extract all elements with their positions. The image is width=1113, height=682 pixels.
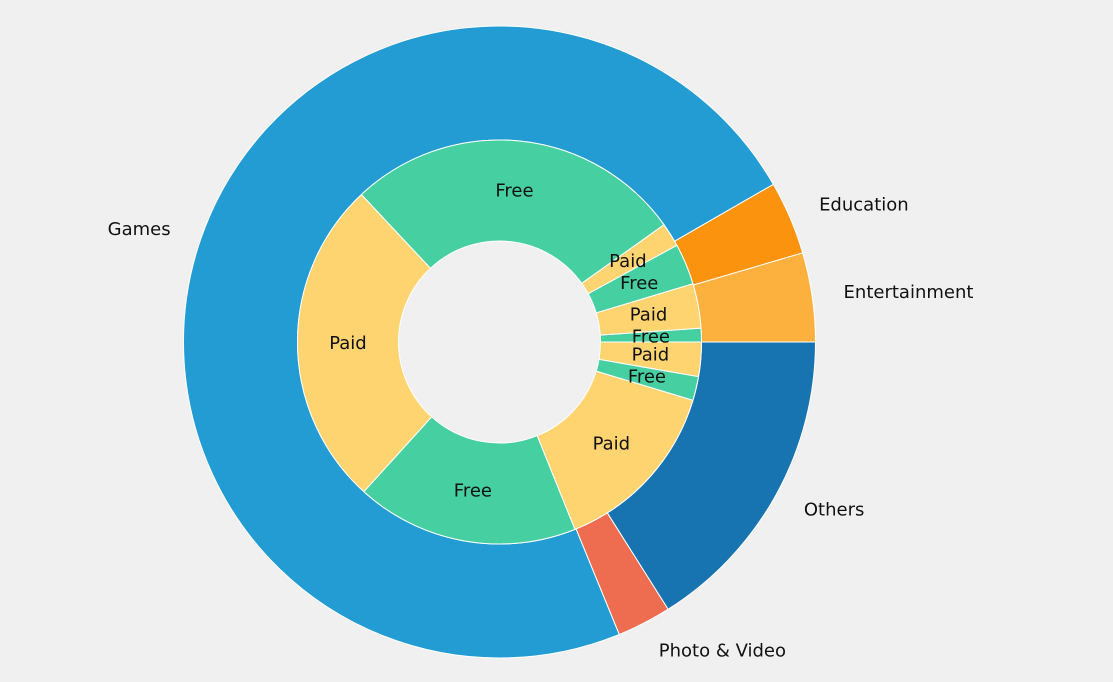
outer-label-education: Education (819, 195, 909, 216)
outer-label-games: Games (108, 219, 171, 240)
inner-slice-others-paid (598, 341, 703, 378)
inner-label-education-free: Free (632, 326, 670, 347)
inner-slice-games-paid (297, 193, 433, 493)
inner-label-education-paid: Paid (630, 304, 668, 325)
inner-label-entertainment-paid: Paid (609, 251, 647, 272)
inner-label-others-paid: Paid (632, 345, 670, 366)
inner-slice-games-free (360, 139, 665, 285)
inner-label-games-free: Free (495, 181, 533, 202)
inner-label-games-paid: Paid (329, 333, 367, 354)
inner-label-photo-video-paid: Paid (593, 434, 631, 455)
inner-slice-photo-video-free (363, 416, 576, 545)
inner-label-photo-video-free: Free (454, 481, 492, 502)
outer-label-entertainment: Entertainment (844, 282, 974, 303)
outer-label-photo-video: Photo & Video (659, 640, 786, 661)
outer-label-others: Others (804, 499, 865, 520)
inner-slice-photo-video-paid (536, 370, 694, 531)
inner-label-entertainment-free: Free (620, 273, 658, 294)
inner-label-others-free: Free (628, 366, 666, 387)
